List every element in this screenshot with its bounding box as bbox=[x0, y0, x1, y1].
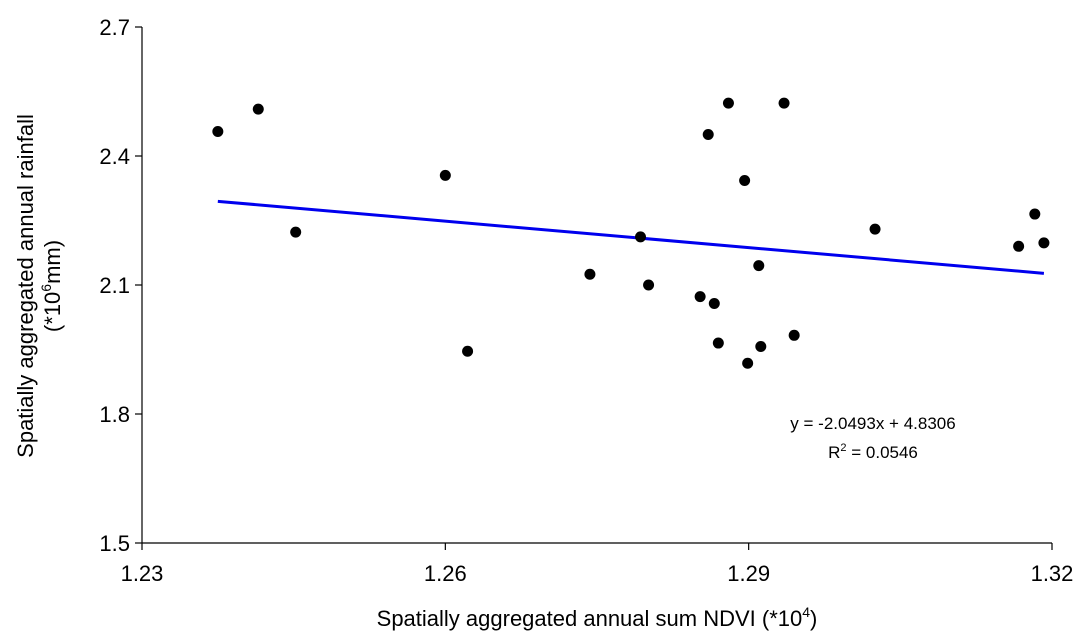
x-ticks: 1.23 1.26 1.29 1.32 bbox=[121, 543, 1074, 586]
data-point bbox=[742, 357, 754, 369]
trendline-group bbox=[217, 199, 1045, 275]
data-point bbox=[739, 175, 751, 187]
data-point bbox=[778, 97, 790, 109]
trendline-equation: y = -2.0493x + 4.8306 bbox=[790, 414, 955, 433]
trendline bbox=[217, 199, 1045, 275]
data-point bbox=[694, 291, 706, 303]
data-point bbox=[708, 297, 720, 309]
data-point bbox=[1013, 240, 1025, 252]
y-tick-label: 2.7 bbox=[99, 15, 130, 40]
x-tick-label: 1.26 bbox=[424, 561, 467, 586]
y-ticks: 1.5 1.8 2.1 2.4 2.7 bbox=[99, 15, 142, 556]
data-point bbox=[1029, 208, 1041, 220]
y-axis-title: Spatially aggregated annual rainfall (*1… bbox=[13, 114, 65, 458]
y-tick-label: 1.5 bbox=[99, 531, 130, 556]
y-tick-label: 2.4 bbox=[99, 144, 130, 169]
data-point bbox=[702, 129, 714, 140]
data-point bbox=[212, 125, 224, 137]
data-point bbox=[753, 260, 765, 272]
data-point bbox=[252, 103, 264, 115]
r-squared-label: R2 = 0.0546 bbox=[828, 442, 918, 462]
y-tick-label: 1.8 bbox=[99, 402, 130, 427]
data-point bbox=[439, 169, 451, 181]
x-axis-title: Spatially aggregated annual sum NDVI (*1… bbox=[377, 604, 818, 631]
x-tick-label: 1.23 bbox=[121, 561, 164, 586]
axes bbox=[141, 27, 1052, 544]
data-point bbox=[722, 97, 734, 109]
data-point bbox=[1038, 237, 1050, 249]
y-axis-title-line1: Spatially aggregated annual rainfall bbox=[13, 114, 38, 458]
x-tick-label: 1.32 bbox=[1031, 561, 1074, 586]
data-points bbox=[212, 97, 1050, 369]
data-point bbox=[462, 345, 474, 357]
x-tick-label: 1.29 bbox=[727, 561, 770, 586]
y-tick-label: 2.1 bbox=[99, 273, 130, 298]
y-axis-title-line2: (*106mm) bbox=[38, 240, 65, 332]
data-point bbox=[788, 329, 800, 341]
data-point bbox=[584, 268, 596, 280]
data-point bbox=[643, 279, 655, 291]
data-point bbox=[712, 337, 724, 349]
data-point bbox=[755, 340, 767, 352]
data-point bbox=[290, 226, 302, 238]
data-point bbox=[634, 231, 646, 243]
data-point bbox=[869, 223, 881, 235]
